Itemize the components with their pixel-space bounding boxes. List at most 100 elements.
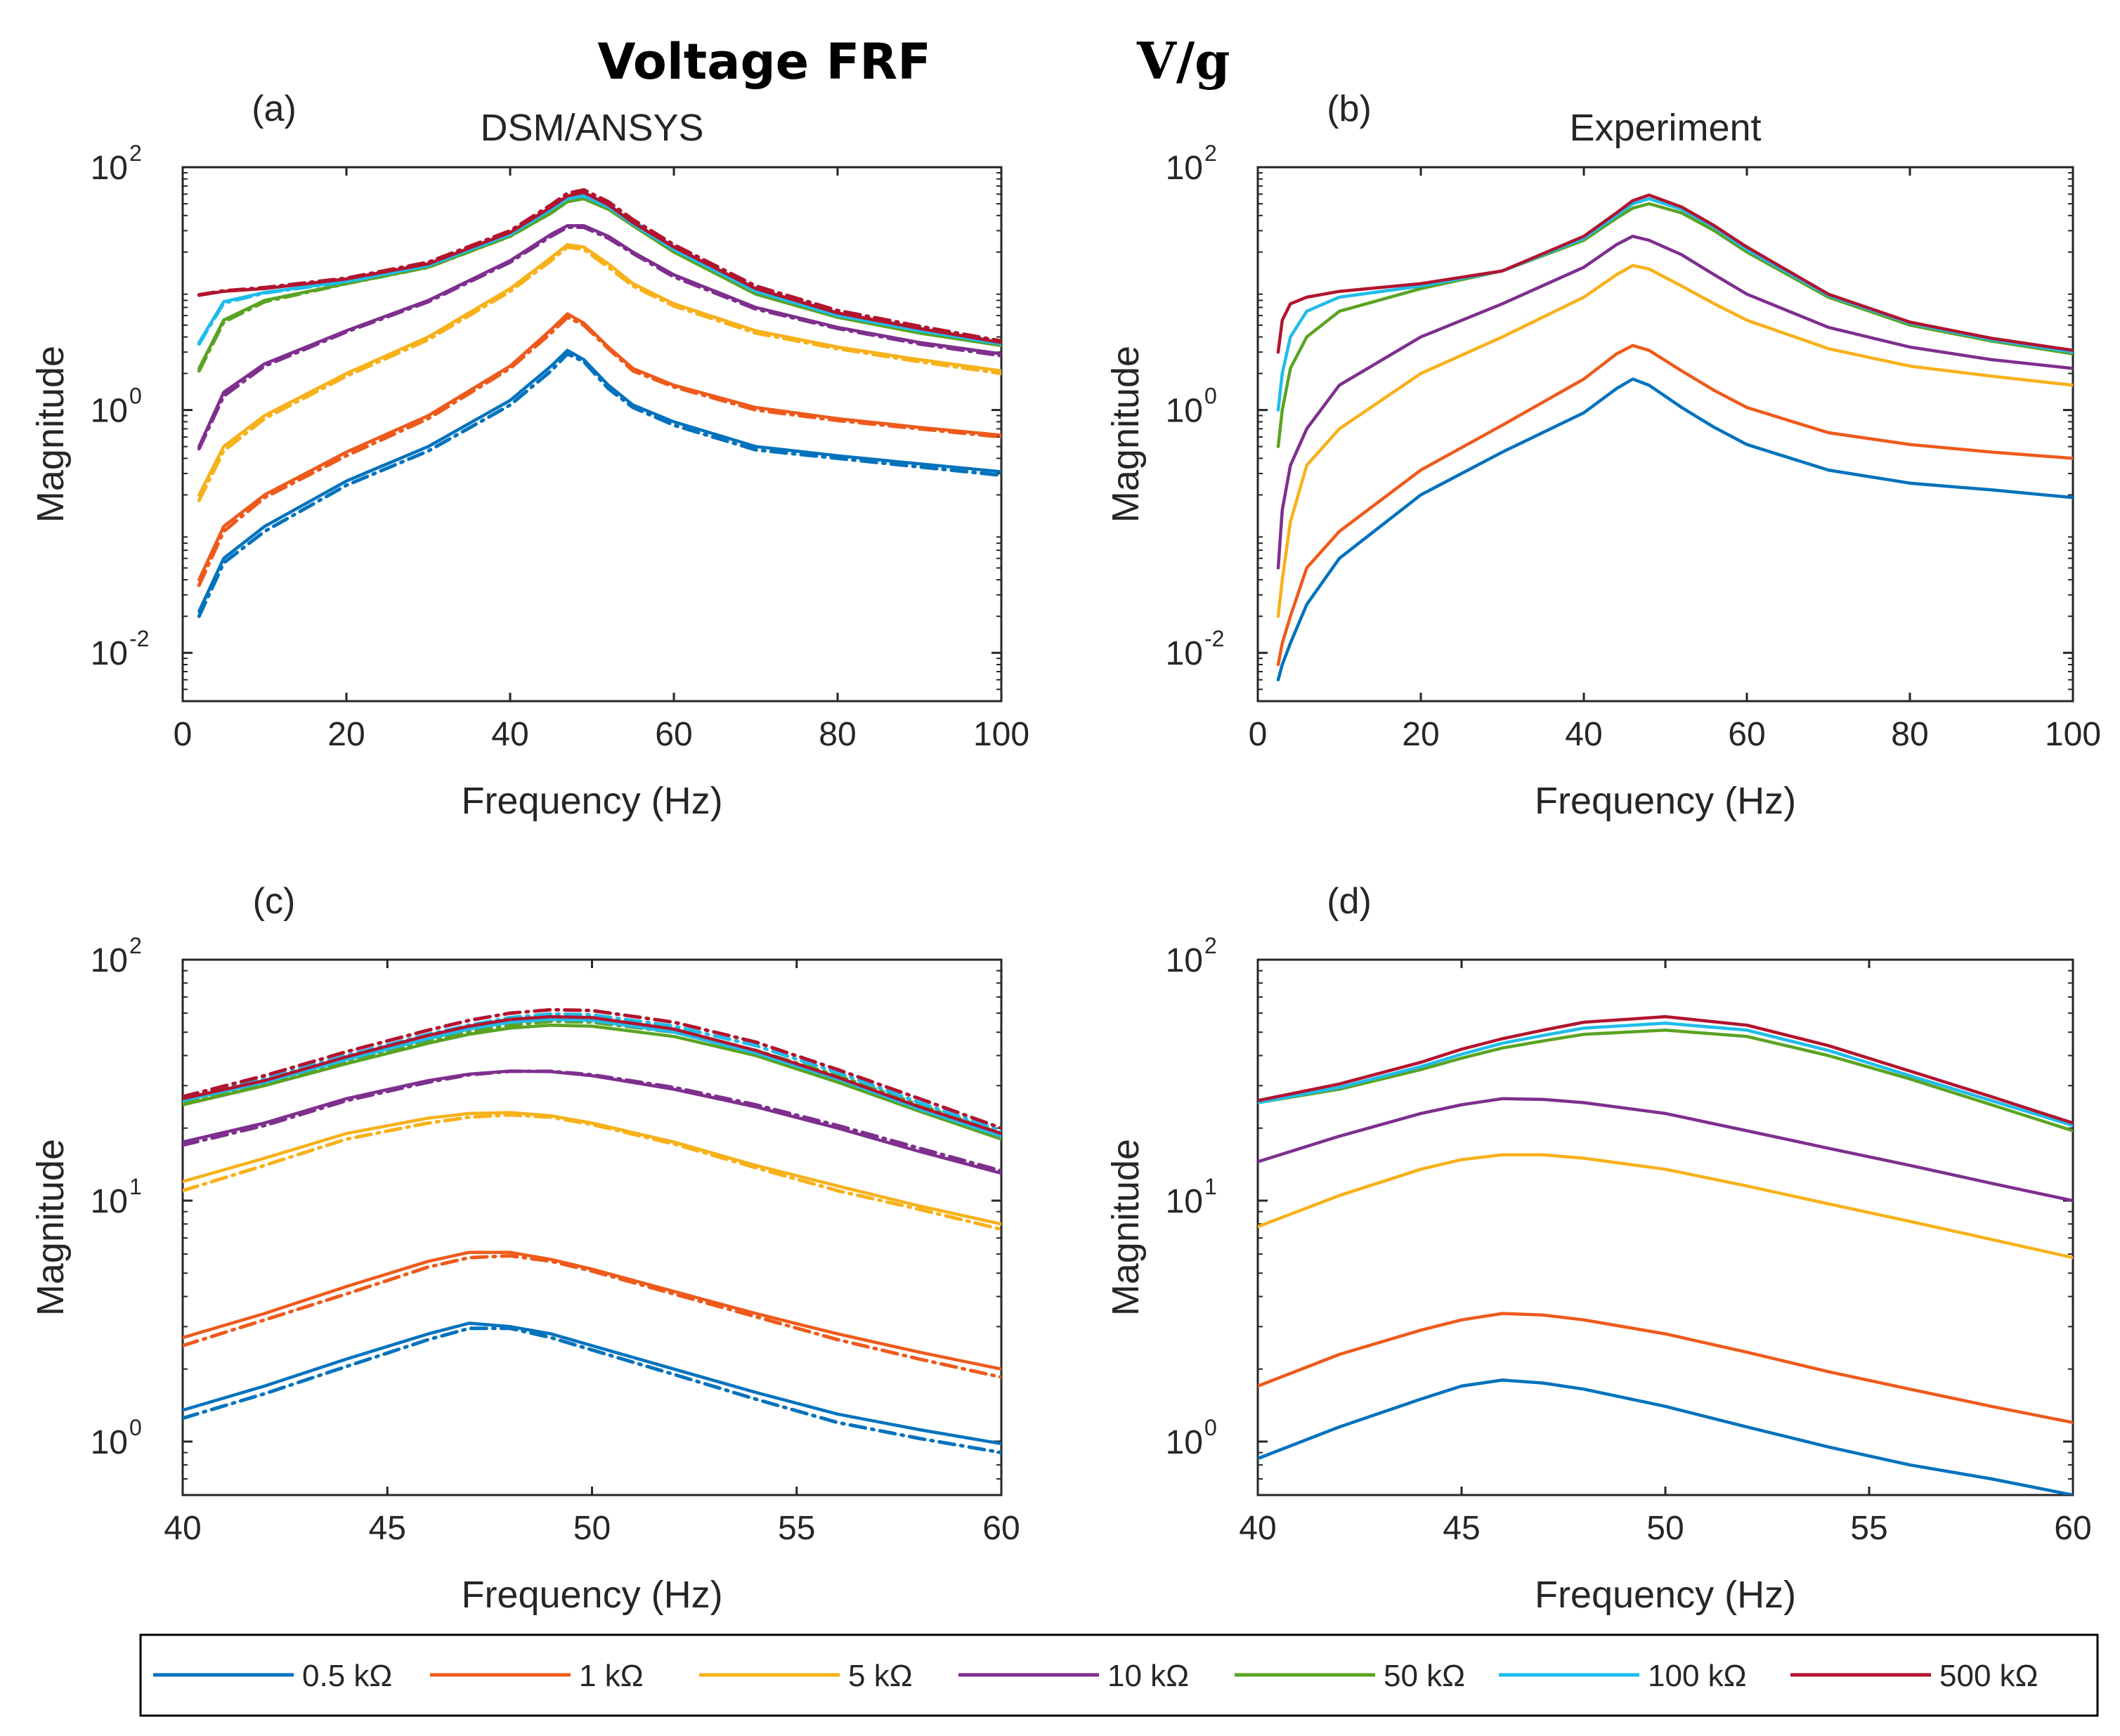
series-line-5k [1258,1153,2073,1260]
x-tick-label: 0 [174,716,193,753]
y-tick-label: 10 [1166,393,1203,430]
y-tick-exponent: 2 [1204,933,1217,958]
series-line-500k [1276,193,2073,354]
y-tick-label: 10 [91,1424,128,1461]
legend-label: 50 kΩ [1384,1659,1465,1693]
series-group [1276,193,2073,681]
y-tick-exponent: 2 [129,141,142,166]
y-tick-exponent: 1 [129,1174,142,1199]
series-line-50k [1276,202,2073,448]
y-axis-label: Magnitude [1105,346,1147,523]
series-line-5k [1276,263,2073,618]
series-group [1258,1014,2073,1495]
legend-label: 500 kΩ [1939,1659,2038,1693]
y-tick-exponent: 0 [129,384,142,409]
series-line-1k [1276,344,2073,667]
y-tick-exponent: 0 [129,1415,142,1440]
series-line-10k-dashed [197,226,1001,451]
y-tick-exponent: 2 [129,933,142,958]
y-axis-label: Magnitude [30,346,72,523]
series-group [183,1007,1001,1455]
figure-title: Voltage FRF [597,33,931,91]
series-line-50k [183,1023,1001,1141]
y-tick-label: 10 [1166,942,1203,979]
x-axis-label: Frequency (Hz) [461,780,722,822]
series-line-5k-dashed [183,1113,1001,1232]
x-tick-label: 40 [164,1510,201,1547]
series-line-50k [1258,1029,2073,1133]
x-tick-label: 80 [819,716,856,753]
x-tick-label: 20 [327,716,365,753]
x-axis-label: Frequency (Hz) [1535,780,1796,822]
series-line-500k [183,1014,1001,1135]
plot-area [181,166,1003,703]
plot-area [1256,958,2074,1496]
series-line-0.5k [1276,377,2073,681]
series-line-10k [1258,1097,2073,1203]
y-tick-exponent: 2 [1204,141,1217,166]
legend-label: 100 kΩ [1648,1659,1747,1693]
x-tick-label: 55 [778,1510,815,1547]
x-tick-label: 0 [1249,716,1268,753]
legend-label: 10 kΩ [1107,1659,1189,1693]
series-line-1k [183,1251,1001,1371]
panel-label: (a) [252,89,297,129]
y-tick-label: 10 [91,635,128,672]
x-tick-label: 45 [369,1510,406,1547]
series-line-0.5k [197,348,1001,613]
legend: 0.5 kΩ 1 kΩ 5 kΩ 10 kΩ 50 kΩ 100 kΩ 500 kΩ [139,1633,2099,1717]
figure-title-math: V/g [1136,31,1230,91]
x-tick-label: 40 [1565,716,1602,753]
x-tick-label: 100 [973,716,1029,753]
x-tick-label: 40 [491,716,528,753]
series-line-5k [197,243,1001,497]
x-axis-label: Frequency (Hz) [461,1574,722,1616]
panel-title: DSM/ANSYS [480,107,703,149]
legend-label: 0.5 kΩ [302,1659,392,1693]
y-tick-exponent: 1 [1204,1174,1217,1199]
panel-label: (b) [1327,89,1372,129]
panel-label: (d) [1327,881,1372,922]
series-line-10k [1276,235,2073,570]
panel-title: Experiment [1569,107,1761,149]
series-line-500k-dashed [183,1007,1001,1130]
y-tick-label: 10 [91,150,128,187]
series-line-5k-dashed [197,245,1001,502]
x-tick-label: 50 [573,1510,611,1547]
series-line-0.5k [183,1321,1001,1446]
series-line-0.5k-dashed [183,1326,1001,1455]
series-line-0.5k-dashed [197,352,1001,618]
series-line-500k-dashed [197,188,1001,343]
x-tick-label: 60 [655,716,692,753]
series-line-10k-dashed [183,1069,1001,1173]
series-line-100k [1258,1022,2073,1128]
plot-area [1256,166,2074,703]
series-line-1k [197,312,1001,582]
y-tick-exponent: 0 [1204,384,1217,409]
y-tick-label: 10 [91,942,128,979]
legend-label: 5 kΩ [848,1659,913,1693]
series-line-500k [1258,1014,2073,1125]
series-line-1k-dashed [183,1254,1001,1379]
x-tick-label: 40 [1239,1510,1276,1547]
x-tick-label: 55 [1850,1510,1887,1547]
y-tick-exponent: -2 [129,626,149,651]
x-axis-label: Frequency (Hz) [1535,1574,1796,1616]
x-tick-label: 100 [2045,716,2101,753]
y-axis-label: Magnitude [1105,1139,1147,1316]
y-tick-label: 10 [1166,1424,1203,1461]
x-tick-label: 80 [1891,716,1928,753]
x-tick-label: 45 [1443,1510,1480,1547]
series-line-0.5k [1258,1378,2073,1495]
y-tick-label: 10 [1166,1183,1203,1220]
y-tick-label: 10 [91,393,128,430]
x-tick-label: 60 [982,1510,1020,1547]
x-tick-label: 60 [1728,716,1765,753]
series-group [197,188,1001,618]
legend-label: 1 kΩ [579,1659,644,1693]
